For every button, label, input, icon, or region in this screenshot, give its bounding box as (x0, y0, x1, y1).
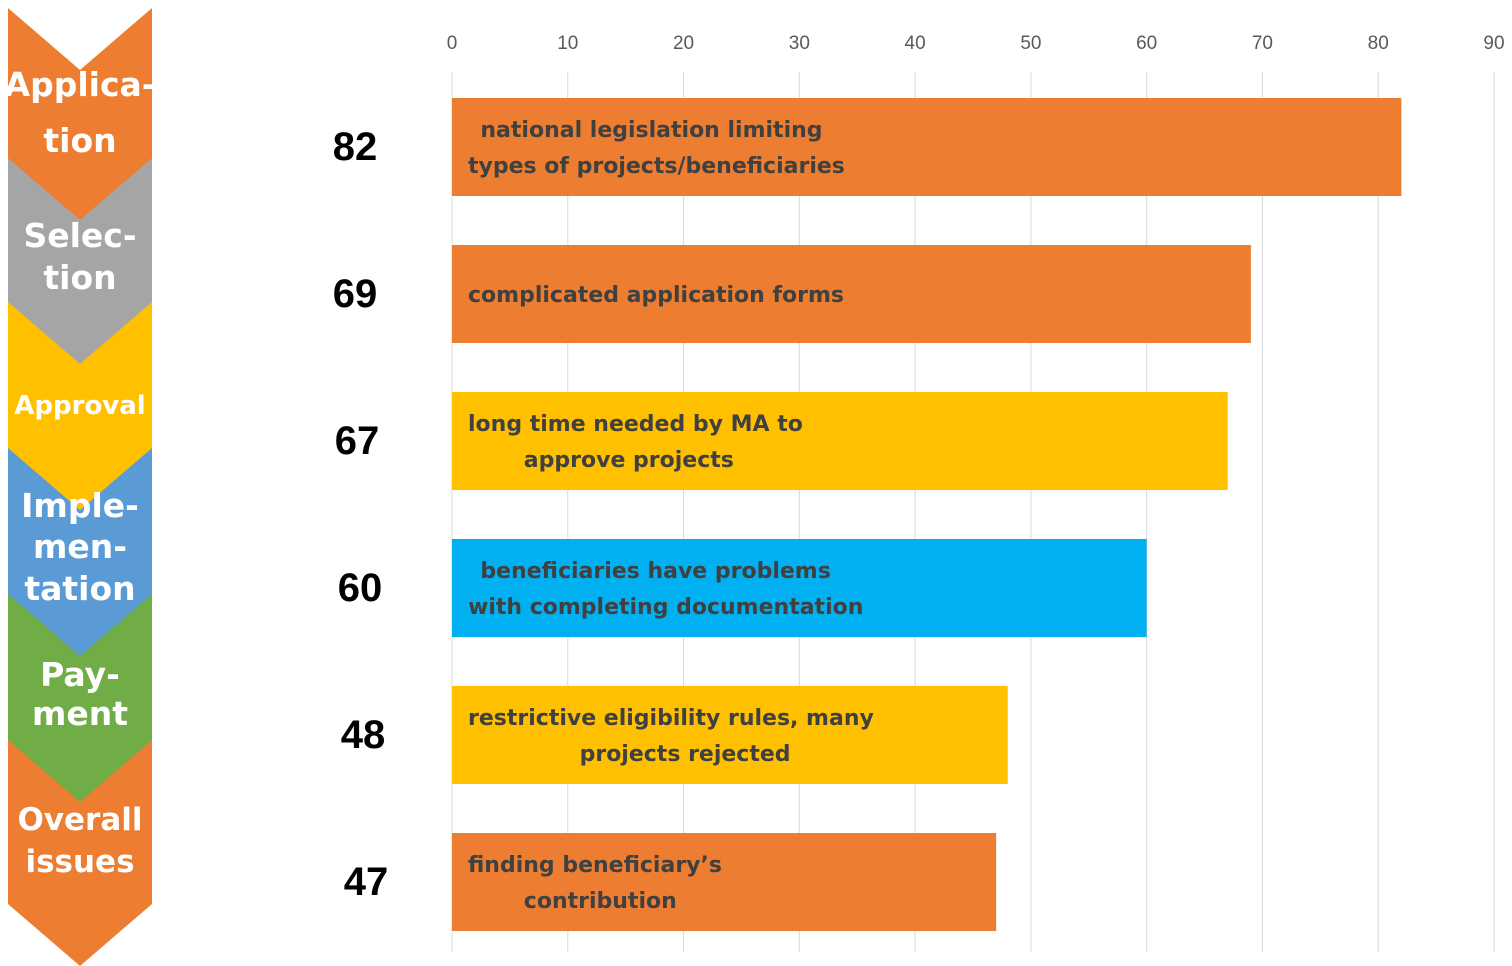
x-axis-ticks: 0 10 20 30 40 50 60 70 80 90 (447, 33, 1505, 54)
x-tick-label: 80 (1368, 33, 1389, 54)
bar (452, 245, 1251, 343)
x-tick-label: 20 (673, 33, 694, 54)
x-tick-label: 60 (1136, 33, 1157, 54)
bars: 82 national legislation limiting types of … (333, 98, 1402, 931)
bar-category-label: restrictive eligibility rules, many (468, 706, 874, 731)
stage-label: Applica- (5, 65, 156, 104)
stage-chevron-2 (8, 298, 152, 510)
bar-category-label: types of projects/beneficiaries (468, 154, 845, 179)
stage-label: issues (25, 844, 134, 880)
bar (452, 539, 1147, 637)
bar-value-label: 47 (344, 860, 389, 904)
x-tick-label: 0 (447, 33, 458, 54)
bar-category-label: national legislation limiting (480, 118, 822, 143)
stage-label: tation (24, 569, 135, 608)
stage-label: Overall (17, 802, 142, 838)
stage-label: Imple- (21, 486, 139, 525)
bar-category-label: with completing documentation (468, 595, 863, 620)
stage-label: ment (32, 694, 128, 733)
bar-category-label: finding beneficiary’s (468, 853, 722, 878)
stage-chevron-5 (8, 734, 152, 966)
stage-label: Pay- (40, 655, 120, 694)
stage-chevron-3 (8, 442, 152, 656)
bar-category-label: complicated application forms (468, 283, 844, 308)
stage-label: men- (33, 527, 127, 566)
x-tick-label: 70 (1252, 33, 1273, 54)
bar-category-label: beneficiaries have problems (480, 559, 830, 584)
stage-label: Approval (14, 391, 145, 421)
bar (452, 392, 1228, 490)
bar-category-label: projects rejected (580, 742, 791, 767)
stage-chevron-1 (8, 152, 152, 364)
stage-label: tion (43, 121, 116, 160)
x-tick-label: 50 (1020, 33, 1041, 54)
x-tick-label: 10 (557, 33, 578, 54)
bar-value-label: 82 (333, 125, 378, 169)
bar-category-label: contribution (524, 889, 677, 914)
stage-label: tion (43, 258, 116, 297)
bar-category-label: approve projects (524, 448, 734, 473)
bar (452, 98, 1402, 196)
bar-value-label: 60 (338, 566, 383, 610)
bar (452, 686, 1008, 784)
gridlines (451, 72, 1495, 952)
stage-chevron-4 (8, 588, 152, 802)
bar-value-label: 67 (335, 419, 380, 463)
bar-category-label: long time needed by MA to (468, 412, 803, 437)
x-tick-label: 40 (905, 33, 926, 54)
bar-value-label: 69 (333, 272, 378, 316)
stage-label: Selec- (23, 216, 136, 255)
x-tick-label: 30 (789, 33, 810, 54)
x-tick-label: 90 (1483, 33, 1504, 54)
bar-value-label: 48 (341, 713, 386, 757)
stage-chevron-0 (8, 8, 152, 220)
process-stages: Applica-tionSelec-tionApprovalImple-men-… (5, 8, 156, 966)
bar (452, 833, 997, 931)
